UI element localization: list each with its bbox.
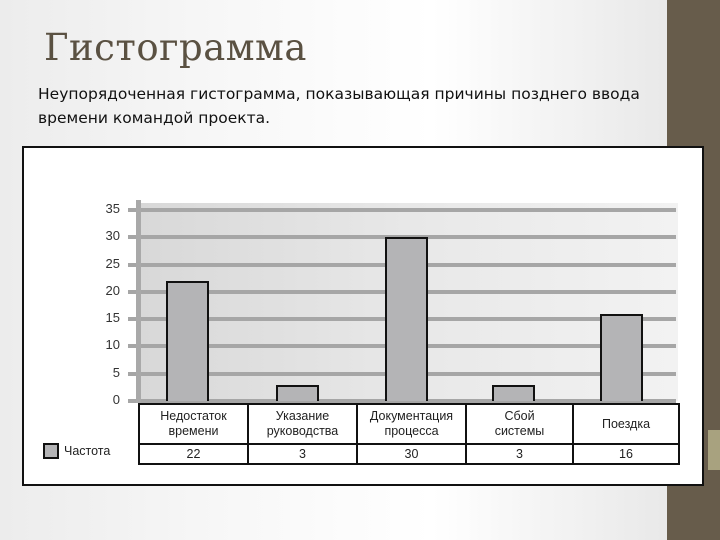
legend: Частота <box>43 443 110 459</box>
value-cell: 3 <box>465 443 574 465</box>
category-cell: Сбой системы <box>465 403 574 445</box>
category-row: Недостаток времени Указание руководства До… <box>138 403 680 445</box>
bar <box>276 384 319 401</box>
y-tick-label: 10 <box>105 337 120 353</box>
slide-title: Гистограмма <box>44 26 307 69</box>
y-tick-label: 35 <box>105 201 120 216</box>
value-cell: 3 <box>247 443 358 465</box>
category-cell: Указание руководства <box>247 403 358 445</box>
legend-swatch-icon <box>43 443 59 459</box>
y-tick-label: 0 <box>112 392 120 407</box>
category-cell: Недостаток времени <box>138 403 249 445</box>
y-axis <box>136 200 141 403</box>
bar <box>492 384 535 401</box>
bar <box>600 313 643 401</box>
gridline <box>128 208 676 212</box>
bar <box>166 280 209 401</box>
slide-side-accent <box>708 430 720 470</box>
y-tick-label: 30 <box>105 228 120 244</box>
data-table: Недостаток времени Указание руководства До… <box>138 403 680 465</box>
value-cell: 22 <box>138 443 249 465</box>
y-tick-label: 15 <box>105 310 120 326</box>
value-row: 22 3 30 3 16 <box>138 443 680 465</box>
y-tick-label: 25 <box>105 255 120 271</box>
value-cell: 16 <box>572 443 680 465</box>
category-cell: Поездка <box>572 403 680 445</box>
category-cell: Документация процесса <box>356 403 467 445</box>
slide-subtitle: Неупорядоченная гистограмма, показывающа… <box>38 85 640 127</box>
legend-label: Частота <box>64 444 111 458</box>
bar <box>385 237 428 401</box>
value-cell: 30 <box>356 443 467 465</box>
y-tick-label: 20 <box>105 282 120 298</box>
y-tick-label: 5 <box>112 364 120 380</box>
gridline <box>128 399 676 403</box>
